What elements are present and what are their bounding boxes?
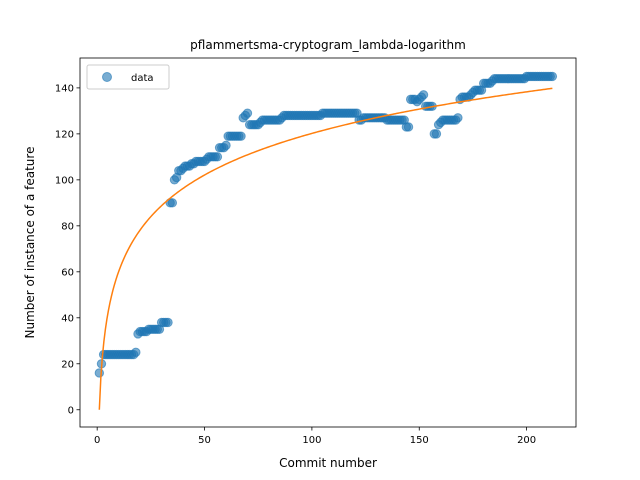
y-axis-ticks: 0 20 40 60 80 100 120 140 bbox=[55, 83, 80, 416]
y-tick-label: 140 bbox=[55, 83, 74, 94]
y-tick-label: 20 bbox=[61, 359, 74, 370]
x-tick-label: 50 bbox=[198, 435, 211, 446]
data-point bbox=[418, 90, 429, 100]
fit-line bbox=[98, 87, 553, 410]
y-tick-label: 80 bbox=[61, 221, 74, 232]
fit-curve bbox=[98, 87, 553, 410]
y-tick-label: 40 bbox=[61, 313, 74, 324]
x-tick-label: 100 bbox=[302, 435, 321, 446]
data-point bbox=[236, 131, 246, 141]
x-axis-ticks: 0 50 100 150 200 bbox=[94, 427, 536, 446]
y-tick-label: 60 bbox=[61, 267, 74, 278]
data-points bbox=[94, 71, 558, 378]
x-tick-label: 150 bbox=[410, 435, 429, 446]
data-point bbox=[453, 113, 463, 123]
data-point bbox=[221, 140, 231, 151]
data-point bbox=[212, 152, 223, 162]
y-tick-label: 120 bbox=[55, 129, 74, 140]
y-tick-label: 100 bbox=[55, 175, 74, 186]
legend-marker-data bbox=[102, 72, 112, 82]
data-point bbox=[431, 129, 442, 139]
legend-box bbox=[86, 64, 170, 90]
data-point bbox=[403, 122, 414, 132]
chart-title: pflammertsma-cryptogram_lambda-logarithm bbox=[190, 38, 466, 52]
x-tick-label: 0 bbox=[94, 435, 100, 446]
x-tick-label: 200 bbox=[517, 435, 536, 446]
y-tick-label: 0 bbox=[68, 405, 74, 416]
data-point bbox=[94, 368, 105, 378]
data-point bbox=[163, 317, 173, 328]
axes-frame bbox=[79, 57, 577, 428]
data-point bbox=[242, 108, 253, 118]
data-point bbox=[131, 347, 141, 357]
data-point bbox=[167, 198, 178, 208]
data-point bbox=[547, 71, 558, 82]
x-axis-label: Commit number bbox=[279, 456, 377, 470]
legend: data bbox=[86, 64, 170, 90]
legend-label-data: data bbox=[131, 73, 154, 84]
y-axis-label: Number of instance of a feature bbox=[23, 147, 37, 339]
